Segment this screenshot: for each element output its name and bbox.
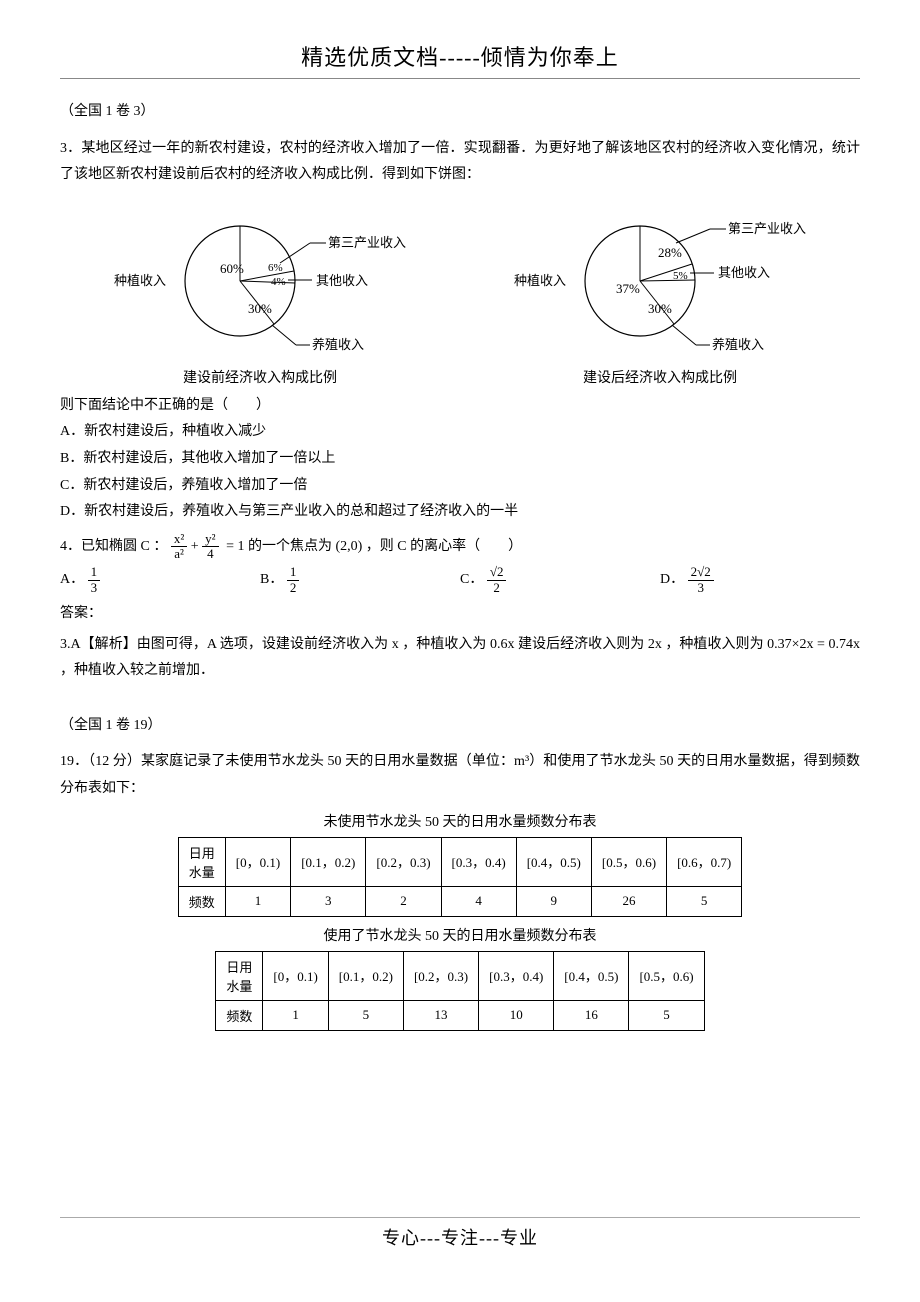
footer-rule xyxy=(60,1217,860,1218)
q4-options: A． 13 B． 12 C． √22 D． 2√23 xyxy=(60,565,860,595)
q3-stem: 3．某地区经过一年的新农村建设，农村的经济收入增加了一倍．实现翻番．为更好地了解… xyxy=(60,136,860,189)
q4-eq: = 1 xyxy=(226,539,244,554)
pie-charts-row: 60% 6% 4% 30% 种植收入 第三产业收入 其他收入 养殖收入 建设前经… xyxy=(60,201,860,387)
q4-stem-prefix: 4．已知椭圆 C ： xyxy=(60,539,167,554)
q3-optD: D．新农村建设后，养殖收入与第三产业收入的总和超过了经济收入的一半 xyxy=(60,499,860,526)
pie2-svg: 37% 28% 5% 30% 种植收入 第三产业收入 其他收入 养殖收入 xyxy=(510,201,810,361)
pie1-left-label: 种植收入 xyxy=(114,273,166,288)
q3-after: 则下面结论中不正确的是（ ） xyxy=(60,393,860,420)
q4-stem-suffix: 的一个焦点为 (2,0) ，则 C 的离心率（ ） xyxy=(248,539,522,554)
freq-table-2: 日用 水量 [0，0.1) [0.1，0.2) [0.2，0.3) [0.3，0… xyxy=(215,951,704,1031)
pie1-svg: 60% 6% 4% 30% 种植收入 第三产业收入 其他收入 养殖收入 xyxy=(110,201,410,361)
q3-optB: B．新农村建设后，其他收入增加了一倍以上 xyxy=(60,446,860,473)
row-header-freq: 频数 xyxy=(216,1000,263,1030)
q4-eq-frac2: y² 4 xyxy=(202,532,218,562)
q4-optD: D． 2√23 xyxy=(660,565,860,595)
pie1-bottom-label: 养殖收入 xyxy=(312,337,364,352)
q19-stem: 19．（12 分）某家庭记录了未使用节水龙头 50 天的日用水量数据（单位：m³… xyxy=(60,749,860,802)
pie-chart-after: 37% 28% 5% 30% 种植收入 第三产业收入 其他收入 养殖收入 建设后… xyxy=(510,201,810,387)
pie1-top-pct: 6% xyxy=(268,262,283,274)
pie1-mid-pct: 4% xyxy=(271,276,286,288)
pie1-caption: 建设前经济收入构成比例 xyxy=(183,367,337,387)
q4-stem: 4．已知椭圆 C ： x² a² + y² 4 = 1 的一个焦点为 (2,0)… xyxy=(60,532,860,562)
pie1-right-bottom: 其他收入 xyxy=(316,273,368,288)
pie2-top-pct: 28% xyxy=(658,245,682,260)
q4-eq-frac1: x² a² xyxy=(171,532,187,562)
pie2-center-pct: 37% xyxy=(616,281,640,296)
row-header-usage: 日用 水量 xyxy=(178,837,225,886)
q3-optA: A．新农村建设后，种植收入减少 xyxy=(60,419,860,446)
q4-optC: C． √22 xyxy=(460,565,660,595)
table-row: 日用 水量 [0，0.1) [0.1，0.2) [0.2，0.3) [0.3，0… xyxy=(178,837,741,886)
pie-chart-before: 60% 6% 4% 30% 种植收入 第三产业收入 其他收入 养殖收入 建设前经… xyxy=(110,201,410,387)
table-row: 频数 1 5 13 10 16 5 xyxy=(216,1000,704,1030)
page-footer: 专心---专注---专业 xyxy=(60,1224,860,1250)
table2-title: 使用了节水龙头 50 天的日用水量频数分布表 xyxy=(60,925,860,945)
q4-optA: A． 13 xyxy=(60,565,260,595)
table-row: 频数 1 3 2 4 9 26 5 xyxy=(178,886,741,916)
source-tag-1: （全国 1 卷 3） xyxy=(60,99,860,126)
q4-optB: B． 12 xyxy=(260,565,460,595)
pie2-bottom-pct: 30% xyxy=(648,301,672,316)
pie2-left-label: 种植收入 xyxy=(514,273,566,288)
answer-3: 3.A【解析】由图可得，A 选项，设建设前经济收入为 x ，种植收入为 0.6x… xyxy=(60,632,860,685)
pie2-right-top: 第三产业收入 xyxy=(728,221,806,236)
pie1-center-pct: 60% xyxy=(220,261,244,276)
pie2-caption: 建设后经济收入构成比例 xyxy=(583,367,737,387)
row-header-usage: 日用 水量 xyxy=(216,951,263,1000)
q3-optC: C．新农村建设后，养殖收入增加了一倍 xyxy=(60,473,860,500)
pie1-right-top: 第三产业收入 xyxy=(328,235,406,250)
pie1-bottom-pct: 30% xyxy=(248,301,272,316)
table1-title: 未使用节水龙头 50 天的日用水量频数分布表 xyxy=(60,811,860,831)
row-header-freq: 频数 xyxy=(178,886,225,916)
freq-table-1: 日用 水量 [0，0.1) [0.1，0.2) [0.2，0.3) [0.3，0… xyxy=(178,837,742,917)
pie2-right-bottom: 其他收入 xyxy=(718,265,770,280)
table-row: 日用 水量 [0，0.1) [0.1，0.2) [0.2，0.3) [0.3，0… xyxy=(216,951,704,1000)
source-tag-2: （全国 1 卷 19） xyxy=(60,713,860,740)
page-header: 精选优质文档-----倾情为你奉上 xyxy=(60,40,860,72)
header-rule xyxy=(60,78,860,79)
q4-plus: + xyxy=(191,539,202,554)
pie2-mid-pct: 5% xyxy=(673,270,688,282)
answer-label: 答案： xyxy=(60,601,860,628)
pie2-bottom-label: 养殖收入 xyxy=(712,337,764,352)
